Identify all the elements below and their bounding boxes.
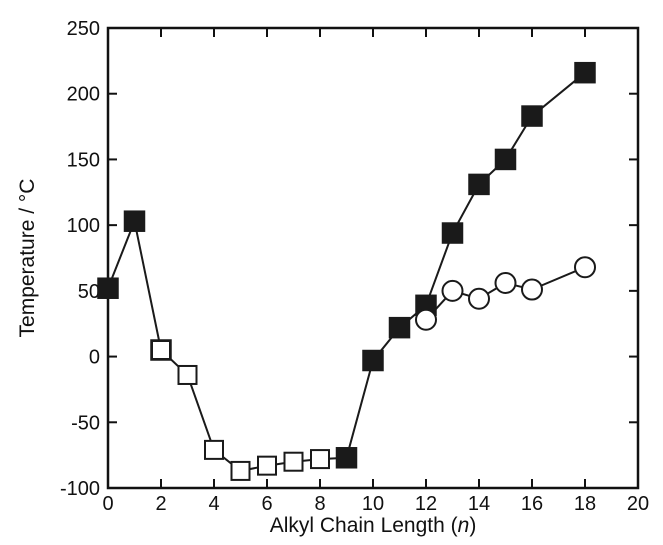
- data-point-open-square: [204, 439, 224, 460]
- x-tick-label: 18: [574, 493, 596, 515]
- y-tick-label: 0: [89, 347, 100, 369]
- series-lines: [107, 71, 586, 472]
- x-tick-label: 0: [102, 493, 113, 515]
- data-point-open-square: [283, 451, 304, 472]
- data-point-filled-square: [335, 447, 358, 469]
- data-point-open-circle: [521, 278, 543, 301]
- data-point-filled-square: [441, 222, 464, 244]
- y-tick-label: 200: [67, 84, 100, 106]
- y-tick-label: 150: [67, 149, 100, 171]
- y-tick-label: -50: [71, 412, 100, 434]
- data-point-open-square: [151, 340, 171, 360]
- x-tick-label: 6: [261, 493, 272, 515]
- x-axis-label: Alkyl Chain Length (n): [270, 514, 477, 537]
- x-tick-label: 10: [362, 493, 384, 515]
- data-point-filled-square: [362, 349, 384, 372]
- data-point-open-circle: [494, 271, 517, 294]
- y-tick-label: 250: [67, 18, 100, 40]
- data-point-open-circle: [441, 279, 464, 302]
- data-point-filled-square: [123, 210, 146, 232]
- y-axis-label: Temperature / °C: [16, 179, 39, 338]
- x-axis-label-variable: n: [458, 514, 470, 537]
- data-point-filled-square: [494, 148, 517, 171]
- x-tick-label: 2: [155, 493, 166, 515]
- x-tick-label: 14: [468, 493, 490, 515]
- data-point-filled-square: [388, 316, 411, 339]
- plot-frame: [106, 26, 640, 490]
- data-point-filled-square: [468, 173, 490, 196]
- x-tick-label: 20: [627, 493, 649, 515]
- data-point-open-square: [257, 455, 277, 476]
- data-point-open-square: [310, 449, 330, 470]
- data-point-filled-square: [574, 61, 596, 84]
- data-point-open-circle: [468, 287, 490, 310]
- data-point-open-square: [230, 460, 251, 481]
- y-tick-label: 50: [78, 281, 100, 303]
- x-tick-label: 8: [314, 493, 325, 515]
- series-markers: [97, 61, 596, 481]
- data-point-filled-square: [97, 277, 119, 299]
- data-point-open-circle: [574, 256, 596, 279]
- y-tick-label: 100: [67, 215, 100, 237]
- axis-ticks: 0 2 4 6 8 10 12 14 16 18 20 -100 -50 0 50 100 150 200 250: [60, 18, 649, 515]
- data-point-filled-square: [521, 105, 543, 127]
- x-tick-label: 4: [208, 493, 219, 515]
- y-tick-label: -100: [60, 478, 100, 500]
- x-tick-label: 12: [415, 493, 437, 515]
- data-point-open-square: [177, 364, 198, 385]
- x-tick-label: 16: [521, 493, 543, 515]
- series-line: [345, 71, 586, 459]
- data-point-open-circle: [415, 308, 437, 331]
